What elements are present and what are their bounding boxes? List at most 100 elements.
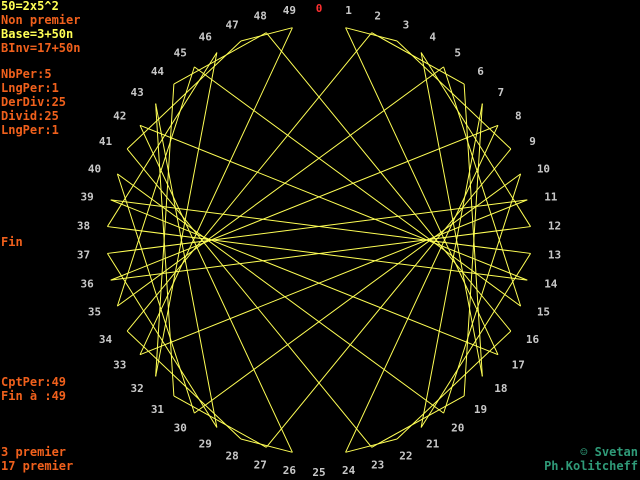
chord-line bbox=[463, 83, 483, 377]
chord-line bbox=[155, 83, 175, 377]
chord-line bbox=[117, 173, 444, 414]
residue-label: 1 bbox=[345, 4, 352, 17]
residue-label: 35 bbox=[88, 306, 101, 319]
chord-line bbox=[420, 52, 483, 377]
chord-line bbox=[345, 27, 499, 355]
divid-text: Divid:25 bbox=[1, 109, 59, 123]
residue-label: 6 bbox=[477, 65, 484, 78]
residue-label: 43 bbox=[131, 86, 144, 99]
chord-line bbox=[110, 124, 499, 281]
base-text: Base=3+50n bbox=[1, 27, 74, 41]
residue-label: 31 bbox=[151, 403, 165, 416]
lngper-text: LngPer:1 bbox=[1, 81, 59, 95]
chord-line bbox=[126, 32, 373, 332]
chord-line bbox=[194, 173, 521, 414]
residue-label: 5 bbox=[454, 46, 461, 59]
residue-label: 29 bbox=[199, 437, 212, 450]
residue-label: 12 bbox=[548, 219, 561, 232]
residue-label: 17 bbox=[512, 358, 525, 371]
nbper-text: NbPer:5 bbox=[1, 67, 52, 81]
factorization-text: 50=2x5^2 bbox=[1, 0, 59, 13]
residue-label: 10 bbox=[537, 162, 550, 175]
residue-label: 20 bbox=[451, 422, 464, 435]
chord-line bbox=[443, 66, 522, 307]
chord-line bbox=[126, 330, 242, 440]
chord-line bbox=[345, 438, 398, 453]
residue-label: 15 bbox=[537, 306, 550, 319]
chord-line bbox=[420, 103, 483, 428]
residue-label: 9 bbox=[529, 135, 536, 148]
residue-label: 28 bbox=[225, 450, 238, 463]
derdiv-text: DerDiv:25 bbox=[1, 95, 67, 109]
residue-label: 16 bbox=[526, 333, 540, 346]
prime-text-1: 3 premier bbox=[1, 445, 67, 459]
chord-line bbox=[116, 173, 195, 414]
residue-label: 8 bbox=[515, 110, 522, 123]
residue-label: 14 bbox=[544, 277, 558, 290]
chord-line bbox=[240, 27, 293, 42]
residue-label: 26 bbox=[283, 464, 297, 477]
residue-label: 25 bbox=[312, 466, 325, 479]
residue-label: 40 bbox=[88, 162, 101, 175]
binv-text: BInv=17+50n bbox=[1, 41, 81, 55]
residue-label: 37 bbox=[77, 249, 90, 262]
chord-line bbox=[371, 32, 465, 85]
chord-line bbox=[139, 27, 293, 355]
chord-line bbox=[396, 40, 512, 150]
chord-line bbox=[117, 66, 444, 307]
chord-line bbox=[155, 52, 218, 377]
chord-line bbox=[126, 40, 242, 150]
residue-label: 27 bbox=[254, 459, 267, 472]
prime-text-2: 17 premier bbox=[1, 459, 74, 473]
chord-line bbox=[265, 148, 512, 448]
residue-label: 18 bbox=[494, 382, 507, 395]
residue-label: 38 bbox=[77, 219, 90, 232]
residue-label: 11 bbox=[544, 191, 558, 204]
credit-kolitcheff: Ph.Kolitcheff bbox=[544, 459, 638, 473]
chord-line bbox=[345, 27, 398, 42]
residue-label: 44 bbox=[151, 65, 165, 78]
chord-line bbox=[173, 395, 267, 448]
residue-label: 22 bbox=[399, 450, 412, 463]
chord-line bbox=[371, 395, 465, 448]
residue-label: 48 bbox=[254, 9, 267, 22]
chord-line bbox=[116, 66, 195, 307]
chord-line bbox=[126, 148, 373, 448]
chord-line bbox=[107, 226, 528, 281]
chord-line bbox=[173, 32, 267, 85]
chord-line bbox=[240, 438, 293, 453]
chord-line bbox=[155, 103, 218, 428]
residue-label: 7 bbox=[498, 86, 505, 99]
residue-label: 33 bbox=[113, 358, 126, 371]
chord-line bbox=[443, 173, 522, 414]
lngper-text-2: LngPer:1 bbox=[1, 123, 59, 137]
fin-a-text: Fin à :49 bbox=[1, 389, 67, 403]
residue-label: 30 bbox=[174, 422, 187, 435]
chord-line bbox=[194, 66, 521, 307]
primality-status: Non premier bbox=[1, 13, 81, 27]
cptper-text: CptPer:49 bbox=[1, 375, 67, 389]
fin-text: Fin bbox=[1, 235, 23, 249]
residue-label: 45 bbox=[174, 46, 187, 59]
chord-line bbox=[265, 32, 512, 332]
residue-label: 4 bbox=[429, 31, 436, 44]
chord-line bbox=[139, 199, 528, 356]
residue-label: 32 bbox=[131, 382, 144, 395]
residue-label: 23 bbox=[371, 459, 384, 472]
residue-label: 36 bbox=[81, 277, 95, 290]
chord-line bbox=[110, 199, 499, 356]
residue-label: 2 bbox=[374, 9, 381, 22]
residue-label: 19 bbox=[474, 403, 487, 416]
chord-line bbox=[463, 103, 483, 397]
chord-line bbox=[345, 125, 499, 453]
residue-label: 34 bbox=[99, 333, 113, 346]
residue-label: 46 bbox=[199, 31, 213, 44]
credit-svetan: ☺ Svetan bbox=[580, 445, 638, 459]
residue-label: 21 bbox=[426, 437, 440, 450]
chord-line bbox=[139, 124, 528, 281]
residue-label: 24 bbox=[342, 464, 356, 477]
residue-label: 39 bbox=[81, 191, 94, 204]
residue-label: 13 bbox=[548, 249, 561, 262]
